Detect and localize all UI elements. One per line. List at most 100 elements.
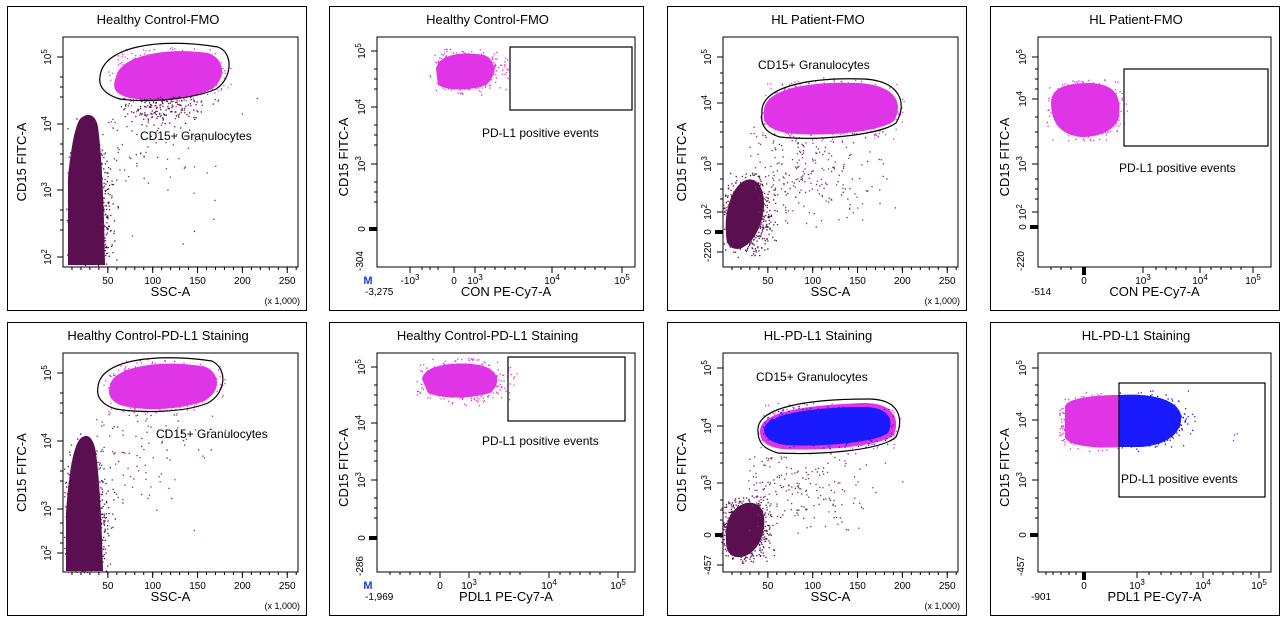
sparse-events [101,97,258,245]
panel-healthy-fmo-pecy7: Healthy Control-FMO CD15 FITC-A 105 104 103 0… [329,6,644,311]
plot-area [376,36,636,268]
svg-text:104: 104 [40,433,54,449]
x-axis-label: SSC-A [811,589,851,604]
gate-rectangle [507,356,626,422]
gate-polygon [761,78,902,139]
x-min-label: -901 [1031,592,1051,603]
y-tick-label: 104 [354,99,368,115]
plot-area [722,36,959,268]
plot-title: Healthy Control-FMO [426,12,549,27]
plot-title: HL-PD-L1 Staining [764,328,872,343]
x-tick-label: 150 [849,581,866,592]
x-axis-label: PDL1 PE-Cy7-A [1108,589,1202,604]
x-tick-label: 250 [279,581,296,592]
zero-bar [715,230,723,234]
x-tick-label: 104 [1195,578,1211,592]
svg-text:104: 104 [40,116,54,132]
x-tick-label: 100 [804,581,821,592]
magenta-cloud [429,48,511,96]
x-tick-label: 100 [144,581,161,592]
zero-bar [369,227,377,231]
panel-hl-pdl1-pecy7: HL-PD-L1 Staining CD15 FITC-A 105 104 103 0 0 1… [990,322,1280,616]
gate-label: CD15+ Granulocytes [756,370,868,384]
svg-text:102: 102 [1015,204,1029,220]
sparse-events [748,453,904,534]
svg-text:105: 105 [700,49,714,65]
x-axis-label: SSC-A [151,589,191,604]
y-tick-label: 105 [700,49,714,65]
zero-bar [1082,572,1086,580]
x-tick-label: 105 [614,273,630,287]
panel-hl-fmo-pecy7: HL Patient-FMO CD15 FITC-A 105 104 103 102 0 0 1… [990,6,1280,311]
plot-title: Healthy Control-PD-L1 Staining [67,328,248,343]
panel-healthy-pdl1-ssc: Healthy Control-PD-L1 Staining 50 100 150 20… [7,322,307,616]
gate-polygon [97,357,224,413]
y-axis-label: CD15 FITC-A [14,433,29,512]
dark-purple-cloud-dots [64,433,116,574]
y-tick-label: 103 [354,156,368,172]
magenta-cloud [103,359,226,416]
x-tick-label: 104 [544,273,560,287]
svg-text:104: 104 [1015,412,1029,428]
svg-text:102: 102 [700,204,714,220]
outlier-events-dots [1232,433,1238,442]
x-axis-label: SSC-A [811,284,851,299]
x-tick-label: 0 [437,581,443,592]
panel-hl-fmo-ssc: HL Patient-FMO 50 100 150 200 250 SSC-A (x 1,00… [667,6,967,311]
x-axis-label: CON PE-Cy7-A [461,284,552,299]
x-tick-label: 50 [762,276,774,287]
x-tick-label: 50 [762,581,774,592]
y-tick-label: 0 [703,229,714,235]
svg-text:104: 104 [700,418,714,434]
below-gate-events [123,96,219,128]
plot-area [1037,352,1272,573]
x-scale-note: (x 1,000) [924,601,960,611]
dark-purple-cloud [64,433,116,574]
y-tick-label: -457 [703,555,714,575]
blue-cloud-dots [762,406,895,450]
outlier-events [1232,433,1238,442]
y-axis-label: CD15 FITC-A [14,122,29,201]
dark-purple-cloud [66,117,119,267]
svg-text:105: 105 [354,359,368,375]
svg-text:104: 104 [354,415,368,431]
y-tick-label: 105 [1015,49,1029,65]
x-tick-label: 150 [189,276,206,287]
y-tick-label: 104 [1015,91,1029,107]
dark-purple-cloud-dots [720,495,776,564]
magenta-cloud-dots [1059,392,1121,452]
gate-rectangle [1118,382,1266,498]
svg-text:105: 105 [1015,360,1029,376]
y-tick-label: 0 [357,535,368,541]
svg-text:104: 104 [1015,91,1029,107]
x-tick-label: 104 [541,578,557,592]
svg-text:103: 103 [1015,156,1029,172]
y-tick-label: 105 [354,43,368,59]
gate-rectangle [509,46,633,111]
y-min-label: -286 [355,556,366,576]
y-tick-label: 104 [40,433,54,449]
y-tick-label: 104 [1015,412,1029,428]
plot-area [62,36,299,268]
x-tick-label: 200 [894,581,911,592]
y-axis-label: CD15 FITC-A [336,117,351,196]
zero-bar [1082,267,1086,275]
svg-text:102: 102 [40,545,54,561]
magenta-cloud-dots [760,77,905,142]
m-marker: M [363,580,372,592]
gate-label: PD-L1 positive events [482,126,599,140]
zero-bar [369,536,377,540]
y-min-label: -220 [1016,251,1027,271]
below-gate-events-dots [123,96,219,128]
y-tick-label: 104 [700,95,714,111]
y-tick-label: 103 [40,501,54,517]
x-tick-label: 200 [894,276,911,287]
x-tick-label: 103 [467,273,483,287]
y-tick-label: 103 [700,156,714,172]
magenta-cloud-dots [103,359,226,416]
y-min-label: -457 [1016,556,1027,576]
svg-text:102: 102 [40,249,54,265]
y-tick-label: 102 [700,204,714,220]
plot-title: HL-PD-L1 Staining [1082,328,1190,343]
x-scale-note: (x 1,000) [264,296,300,306]
